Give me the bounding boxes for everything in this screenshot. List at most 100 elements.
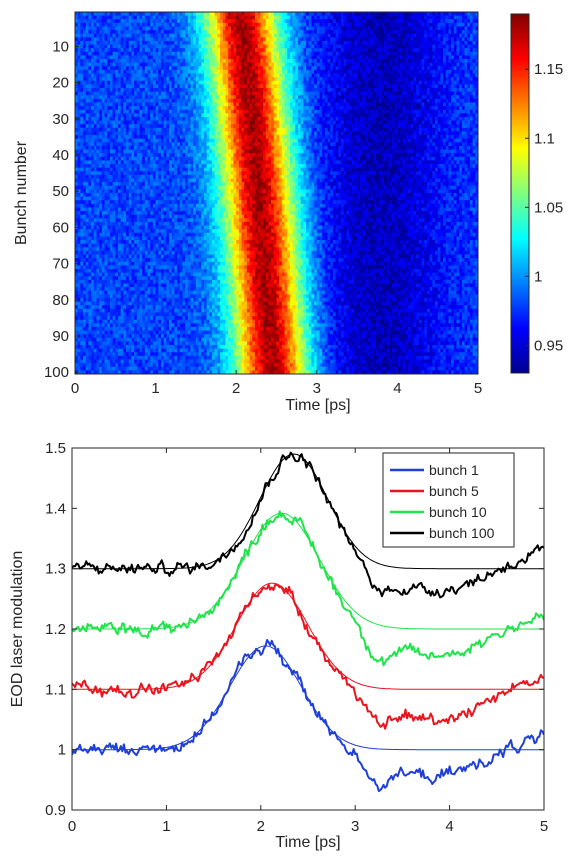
- heatmap-cell: [88, 22, 92, 27]
- heatmap-cell: [443, 22, 447, 27]
- heatmap-cell: [279, 59, 283, 64]
- heatmap-cell: [195, 26, 199, 31]
- heatmap-cell: [160, 66, 165, 71]
- heatmap-cell: [346, 77, 350, 82]
- heatmap-cell: [144, 33, 148, 38]
- heatmap-cell: [96, 66, 100, 71]
- heatmap-cell: [241, 120, 245, 125]
- heatmap-cell: [117, 106, 122, 111]
- heatmap-cell: [195, 55, 199, 60]
- heatmap-cell: [459, 66, 463, 71]
- heatmap-cell: [201, 113, 205, 118]
- heatmap-cell: [292, 116, 296, 121]
- heatmap-cell: [75, 69, 79, 74]
- heatmap-cell: [134, 30, 138, 35]
- heatmap-cell: [80, 19, 84, 24]
- heatmap-cell: [190, 102, 194, 107]
- heatmap-cell: [327, 22, 331, 27]
- heatmap-cell: [166, 51, 170, 56]
- heatmap-cell: [461, 106, 465, 111]
- heatmap-cell: [263, 95, 267, 100]
- heatmap-cell: [104, 73, 108, 78]
- heatmap-cell: [220, 44, 224, 49]
- heatmap-cell: [359, 40, 363, 45]
- heatmap-cell: [426, 66, 431, 71]
- heatmap-cell: [289, 48, 294, 53]
- heatmap-cell: [104, 48, 108, 53]
- heatmap-cell: [314, 80, 318, 85]
- heatmap-cell: [346, 44, 350, 49]
- heatmap-cell: [335, 106, 339, 111]
- heatmap-cell: [459, 91, 463, 96]
- heatmap-cell: [177, 73, 181, 78]
- heatmap-cell: [359, 88, 363, 93]
- heatmap-cell: [163, 91, 167, 96]
- heatmap-cell: [343, 51, 347, 56]
- heatmap-cell: [96, 51, 100, 56]
- heatmap-cell: [472, 127, 476, 132]
- heatmap-cell: [120, 109, 124, 114]
- heatmap-cell: [461, 51, 465, 56]
- heatmap-cell: [209, 30, 213, 35]
- heatmap-cell: [319, 37, 323, 42]
- heatmap-cell: [230, 113, 234, 118]
- heatmap-cell: [169, 19, 173, 24]
- heatmap-cell: [255, 48, 259, 53]
- heatmap-cell: [424, 55, 428, 60]
- heatmap-cell: [265, 84, 269, 89]
- heatmap-cell: [233, 88, 237, 93]
- heatmap-cell: [136, 124, 140, 129]
- heatmap-cell: [289, 80, 294, 85]
- heatmap-cell: [378, 55, 382, 60]
- heatmap-cell: [448, 69, 452, 74]
- heatmap-cell: [432, 116, 436, 121]
- heatmap-cell: [367, 30, 371, 35]
- heatmap-cell: [448, 55, 452, 60]
- heatmap-cell: [185, 26, 189, 31]
- heatmap-cell: [158, 40, 162, 45]
- heatmap-cell: [244, 106, 248, 111]
- heatmap-cell: [424, 102, 428, 107]
- heatmap-cell: [292, 91, 296, 96]
- heatmap-cell: [330, 124, 334, 129]
- heatmap-cell: [83, 30, 87, 35]
- heatmap-cell: [112, 62, 116, 67]
- heatmap-cell: [198, 62, 202, 67]
- heatmap-cell: [220, 40, 224, 45]
- heatmap-cell: [394, 77, 398, 82]
- heatmap-cell: [214, 127, 218, 132]
- heatmap-cell: [418, 19, 422, 24]
- heatmap-cell: [314, 22, 318, 27]
- heatmap-cell: [155, 69, 159, 74]
- heatmap-cell: [177, 106, 181, 111]
- heatmap-cell: [238, 127, 242, 132]
- heatmap-cell: [322, 55, 326, 60]
- heatmap-cell: [469, 120, 474, 125]
- heatmap-cell: [311, 69, 315, 74]
- heatmap-cell: [163, 15, 167, 20]
- heatmap-cell: [228, 95, 232, 100]
- heatmap-cell: [163, 80, 167, 85]
- heatmap-cell: [397, 102, 401, 107]
- heatmap-cell: [410, 48, 414, 53]
- heatmap-cell: [96, 109, 100, 114]
- heatmap-cell: [126, 80, 130, 85]
- heatmap-cell: [230, 37, 234, 42]
- heatmap-cell: [300, 15, 304, 20]
- heatmap-cell: [139, 59, 143, 64]
- heatmap-cell: [340, 59, 345, 64]
- heatmap-cell: [424, 37, 428, 42]
- heatmap-cell: [461, 98, 465, 103]
- heatmap-cell: [265, 124, 269, 129]
- heatmap-cell: [276, 106, 280, 111]
- heatmap-cell: [330, 106, 334, 111]
- heatmap-cell: [136, 77, 140, 82]
- heatmap-cell: [198, 124, 202, 129]
- heatmap-cell: [241, 88, 245, 93]
- heatmap-cell: [233, 48, 237, 53]
- heatmap-cell: [289, 40, 294, 45]
- heatmap-cell: [327, 19, 331, 24]
- heatmap-cell: [292, 88, 296, 93]
- heatmap-cell: [233, 124, 237, 129]
- heatmap-cell: [289, 44, 294, 49]
